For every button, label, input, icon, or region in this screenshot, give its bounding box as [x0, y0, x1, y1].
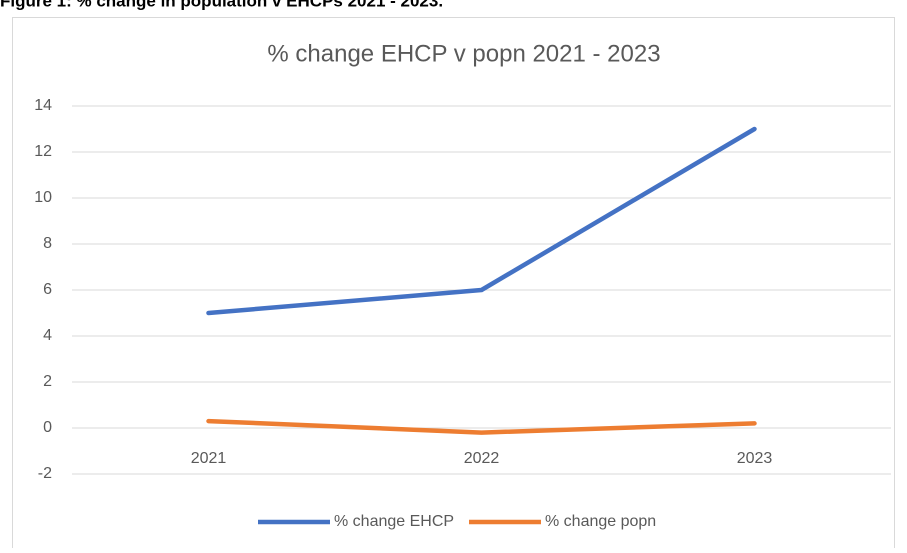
y-tick-label: 6 [43, 281, 52, 298]
chart-title: % change EHCP v popn 2021 - 2023 [267, 40, 660, 67]
y-tick-label: 10 [34, 189, 52, 206]
y-tick-label: 4 [43, 327, 52, 344]
x-tick-label: 2022 [464, 450, 500, 467]
y-tick-label: 2 [43, 373, 52, 390]
y-tick-label: 0 [43, 419, 52, 436]
y-tick-label: 14 [34, 97, 52, 114]
figure-heading: Figure 1: % change in population v EHCPs… [0, 0, 443, 10]
series-line [206, 418, 757, 435]
x-tick-label: 2023 [737, 450, 773, 467]
chart-frame [12, 17, 895, 553]
series-line [206, 126, 757, 316]
y-tick-label: 12 [34, 143, 52, 160]
legend-label: % change popn [545, 513, 656, 530]
y-tick-label: -2 [38, 465, 52, 482]
legend-label: % change EHCP [334, 513, 454, 530]
y-tick-label: 8 [43, 235, 52, 252]
x-tick-label: 2021 [191, 450, 227, 467]
